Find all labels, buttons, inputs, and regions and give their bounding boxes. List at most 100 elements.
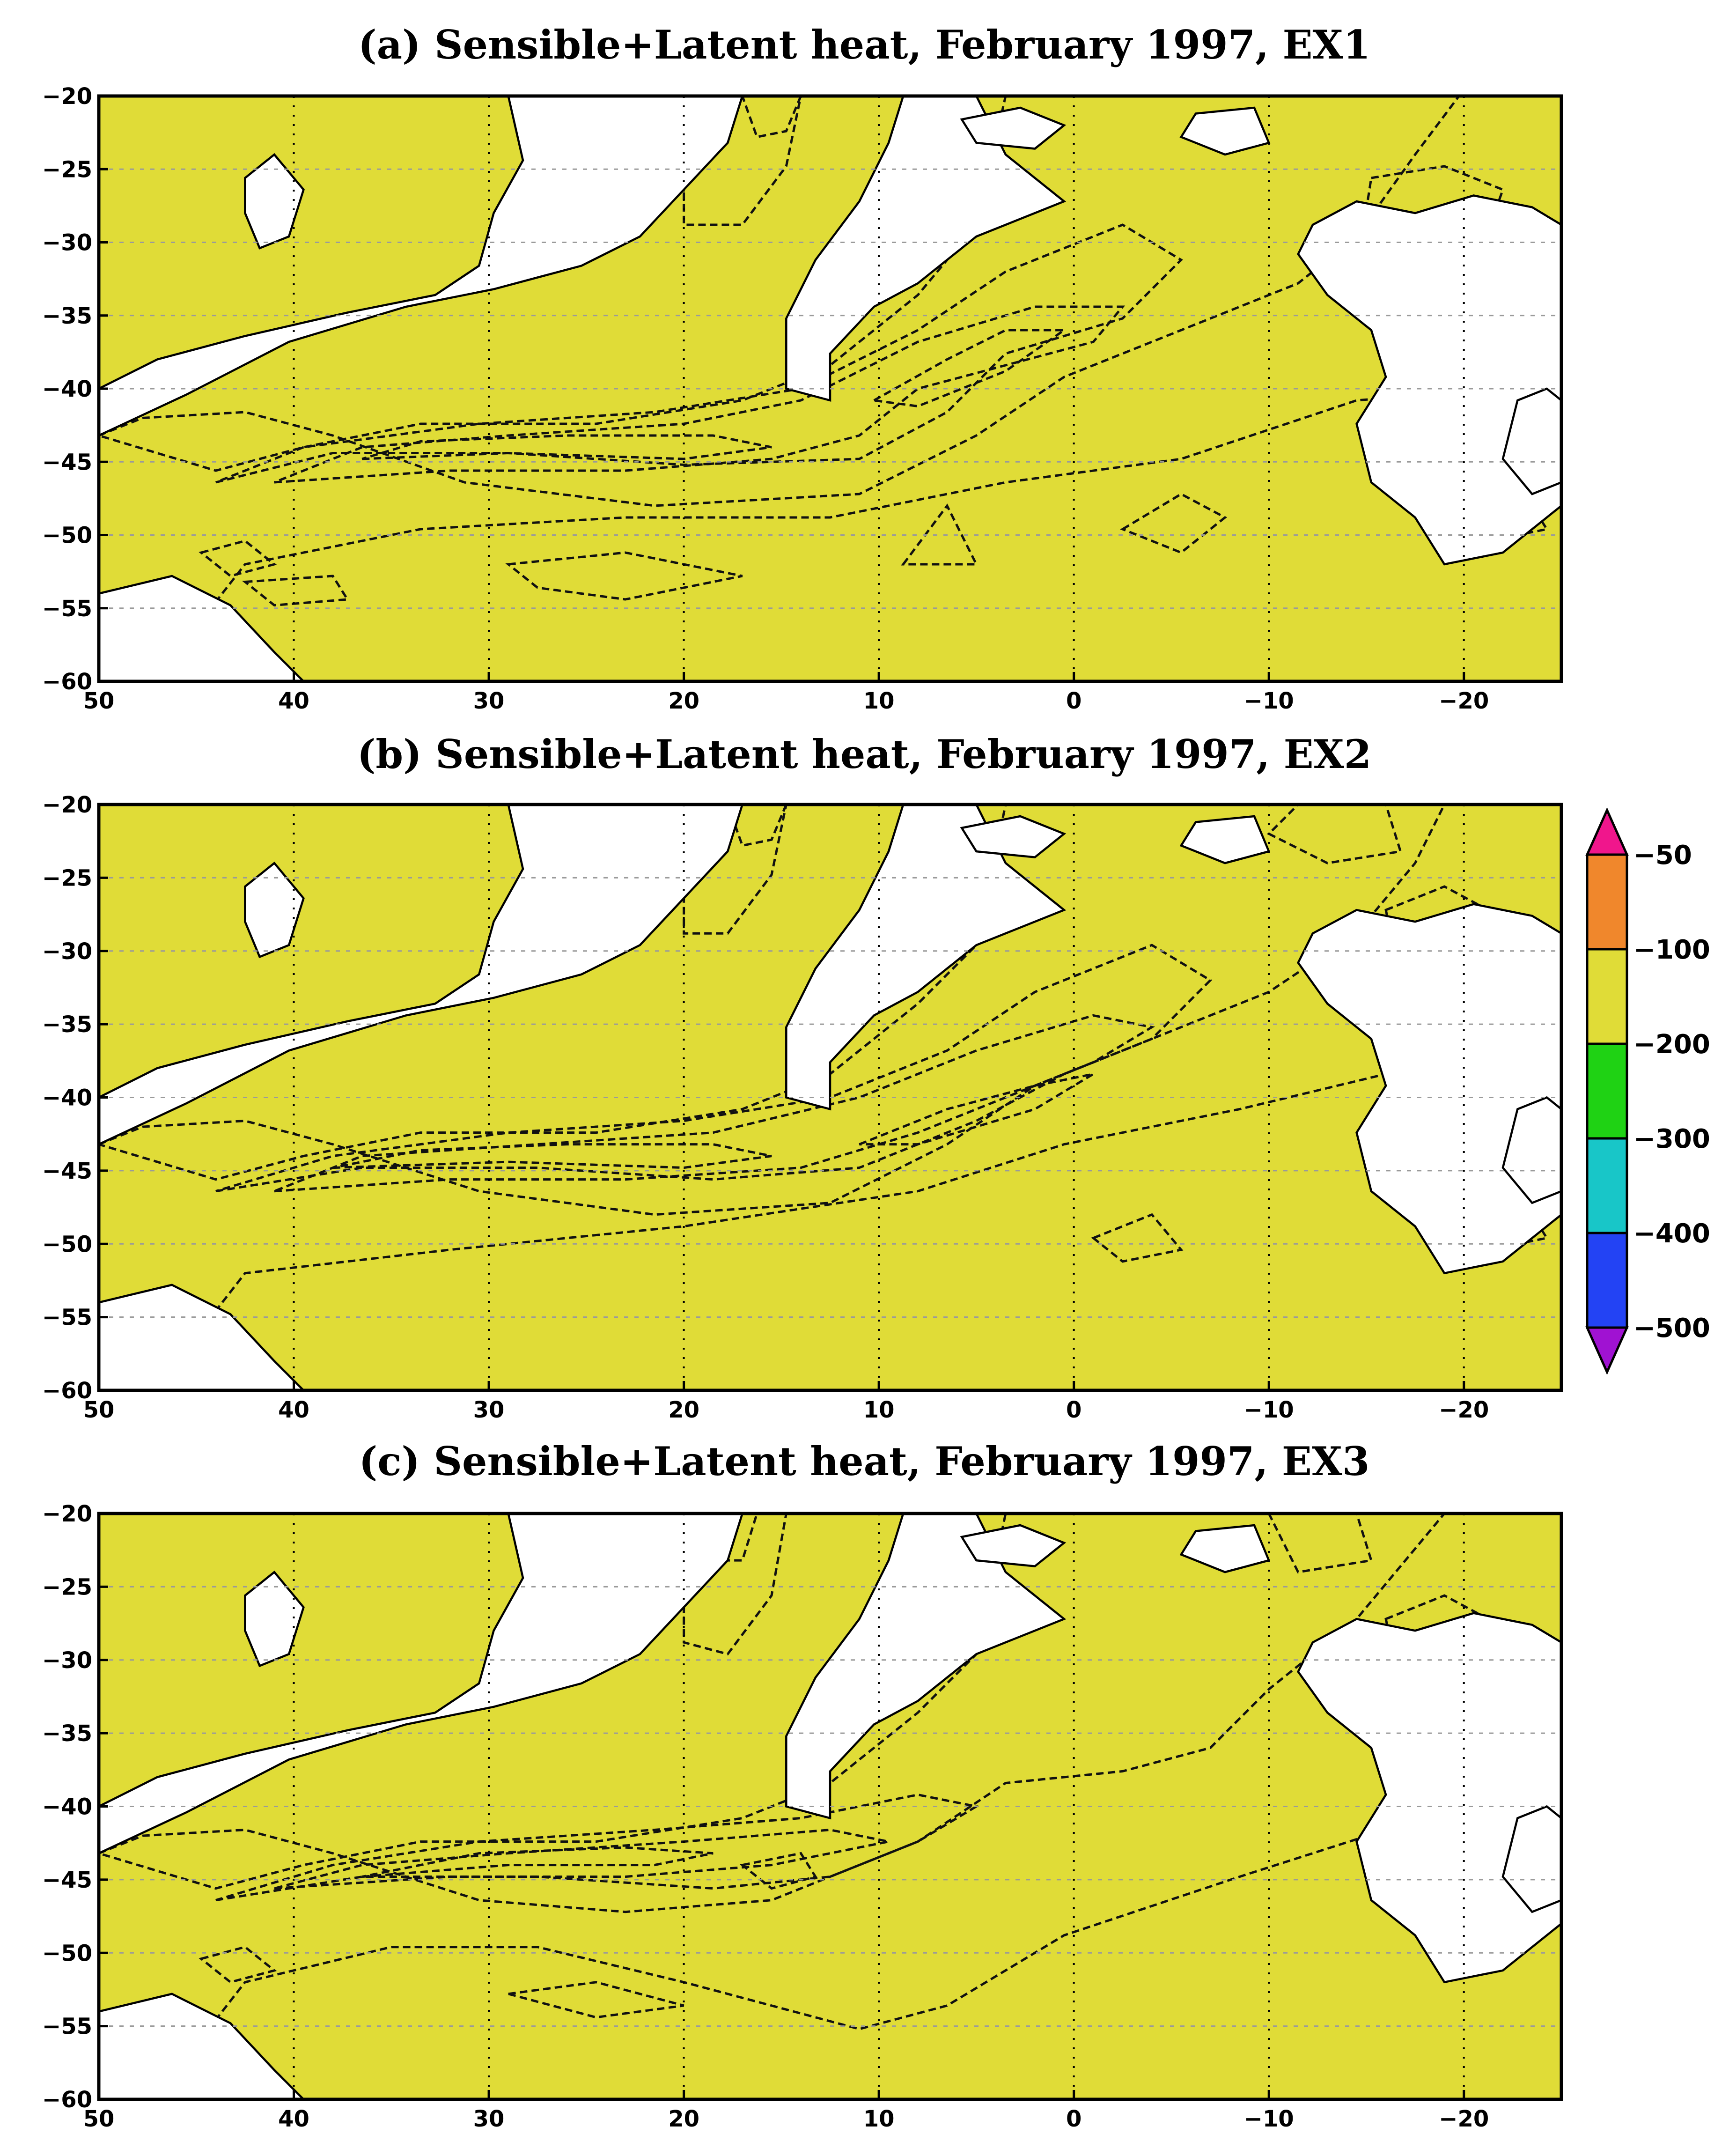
x-tick-label: 0 [1066,2106,1082,2132]
panel-a: 50 40 30 20 10 0 −10 −20 −20 −25 −30 −35 −40 −45 −50 −5… [42,83,1563,714]
land-australia [1297,1612,1561,1984]
x-tick-label: 30 [473,1397,505,1423]
contour-region-gt_-50 [1266,805,1402,864]
land-islandA [960,106,1067,150]
land-nz [1501,1096,1561,1204]
x-tick-label: 50 [83,1397,115,1423]
y-tick-label: −40 [42,1085,92,1111]
land-africa [99,1514,743,1855]
y-tick-label: −30 [42,1647,92,1674]
land-islandB [1179,106,1271,156]
x-tick-label: 10 [863,2106,895,2132]
contour-region--400_-300 [215,944,1213,1193]
panel-c-title: (c) Sensible+Latent heat, February 1997,… [359,1438,1369,1484]
x-tick-label: −10 [1244,2106,1294,2132]
colorbar-label: −300 [1633,1124,1710,1154]
contour-region--300_-200 [99,96,1461,507]
land-southAmerica [785,96,1067,402]
x-tick-label: 10 [863,1397,895,1423]
contour-region-lt_-500 [859,1073,1094,1146]
contour-region-lt_-500 [726,805,788,847]
colorbar-box [1586,1232,1628,1329]
y-tick-label: −50 [42,1231,92,1257]
panel-c: 50 40 30 20 10 0 −10 −20 −20 −25 −30 −35 −40 −45 −50 −5… [42,1501,1563,2132]
y-tick-label: −40 [42,376,92,402]
x-tick-label: 0 [1066,1397,1082,1423]
x-tick-label: 40 [278,2106,309,2132]
x-tick-label: −10 [1244,688,1294,714]
y-tick-label: −25 [42,156,92,183]
contour-region-gt_-100 [170,1072,1561,1390]
colorbar-label: −50 [1633,840,1692,871]
x-tick-label: 40 [278,1397,309,1423]
colorbar-label: −400 [1633,1218,1710,1249]
land-africa [99,96,743,437]
x-tick-label: −20 [1439,1397,1489,1423]
y-tick-label: −35 [42,303,92,329]
land-madagascar [244,861,305,959]
y-tick-label: −45 [42,449,92,475]
contour-region-gt_-50 [505,551,743,601]
y-tick-label: −60 [42,2087,92,2113]
land-australia [1297,903,1561,1275]
contour-region--500_-400 [273,305,1126,484]
x-tick-label: 50 [83,2106,115,2132]
colorbar-label: −100 [1633,935,1710,965]
colorbar-label: −500 [1633,1313,1710,1344]
y-tick-label: −60 [42,669,92,695]
contour-region--500_-400 [273,1014,1155,1193]
land-madagascar [244,153,305,250]
land-nz [1501,1805,1561,1913]
contour-region--400_-300 [215,223,1183,484]
x-tick-label: 30 [473,2106,505,2132]
y-tick-label: −20 [42,792,92,818]
y-tick-label: −55 [42,1305,92,1331]
contour-region-gt_-50 [199,1945,277,1984]
x-tick-label: 10 [863,688,895,714]
y-tick-label: −35 [42,1720,92,1747]
land-southAmerica [785,1514,1067,1820]
contour-region-lt_-500 [361,1846,714,1878]
x-tick-label: 30 [473,688,505,714]
y-tick-label: −20 [42,1501,92,1527]
y-tick-label: −35 [42,1012,92,1038]
land-antarctica [99,1993,305,2099]
contour-region-lt_-500 [741,96,802,139]
x-tick-label: −20 [1439,2106,1489,2132]
land-southAmerica [785,805,1067,1111]
panel-a-title: (a) Sensible+Latent heat, February 1997,… [358,22,1370,68]
y-tick-label: −60 [42,1378,92,1404]
y-tick-label: −30 [42,938,92,965]
x-tick-label: 0 [1066,688,1082,714]
colorbar-label: −200 [1633,1029,1710,1060]
x-tick-label: −10 [1244,1397,1294,1423]
y-tick-label: −30 [42,230,92,256]
contour-region-gt_-100 [170,387,1561,681]
colorbar-box [1586,1042,1628,1140]
y-tick-label: −45 [42,1158,92,1184]
colorbar-box [1586,1137,1628,1234]
y-tick-label: −25 [42,1574,92,1600]
y-tick-label: −20 [42,83,92,110]
land-islandB [1179,815,1271,864]
contour-region-lt_-500 [870,329,1068,408]
contour-region-gt_-50 [508,1981,684,2019]
x-tick-label: 40 [278,688,309,714]
land-madagascar [244,1570,305,1668]
contour-region-gt_-100 [170,1805,1561,2099]
contour-region--300_-200 [99,1514,1446,1913]
contour-region-lt_-500 [332,1143,772,1169]
y-tick-label: −25 [42,865,92,891]
plot-area [99,805,1561,1390]
y-tick-label: −50 [42,523,92,549]
y-tick-label: −50 [42,1940,92,1966]
x-tick-label: −20 [1439,688,1489,714]
land-islandA [960,815,1067,858]
land-islandB [1179,1524,1271,1573]
colorbar-box [1586,853,1628,951]
contour-region--500_-400 [274,1828,889,1890]
contour-region--300_-200 [99,805,1446,1216]
colorbar-box [1586,948,1628,1045]
x-tick-label: 50 [83,688,115,714]
